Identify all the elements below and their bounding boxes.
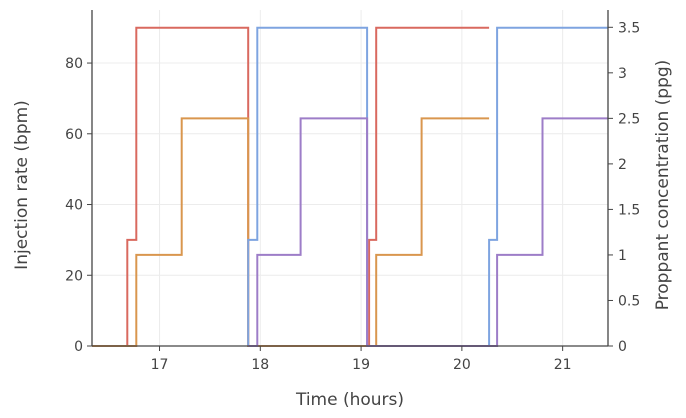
x-tick-label: 17 xyxy=(151,357,169,373)
y2-tick-label: 1.5 xyxy=(618,202,640,218)
y2-tick-label: 2 xyxy=(618,157,627,173)
series-line-1 xyxy=(92,26,490,347)
y-tick-label: 0 xyxy=(74,339,83,355)
y2-tick-label: 1 xyxy=(618,248,627,264)
y2-axis-title: Proppant concentration (ppg) xyxy=(653,60,673,311)
x-tick-label: 19 xyxy=(352,357,370,373)
x-axis-title: Time (hours) xyxy=(295,390,404,410)
y2-tick-label: 0.5 xyxy=(618,293,640,309)
series-line-2 xyxy=(92,117,490,347)
grid-lines xyxy=(92,10,608,347)
y-axis-title: Injection rate (bpm) xyxy=(12,100,32,270)
y-tick-label: 40 xyxy=(65,198,83,214)
x-tick-label: 21 xyxy=(554,357,572,373)
y2-tick-label: 0 xyxy=(618,339,627,355)
y-tick-label: 80 xyxy=(65,56,83,72)
y2-tick-label: 3.5 xyxy=(618,20,640,36)
series-group xyxy=(92,26,608,347)
x-tick-label: 18 xyxy=(251,357,269,373)
y-tick-label: 60 xyxy=(65,127,83,143)
series-line-3 xyxy=(247,26,608,347)
y2-tick-label: 3 xyxy=(618,66,627,82)
axes: 17 18 19 20 21 0 20 40 60 80 0 0.5 1 1.5 2 2.5 3 3.5 xyxy=(65,10,640,373)
x-tick-label: 20 xyxy=(453,357,471,373)
y2-tick-label: 2.5 xyxy=(618,111,640,127)
y-tick-label: 20 xyxy=(65,268,83,284)
series-line-4 xyxy=(248,117,608,347)
